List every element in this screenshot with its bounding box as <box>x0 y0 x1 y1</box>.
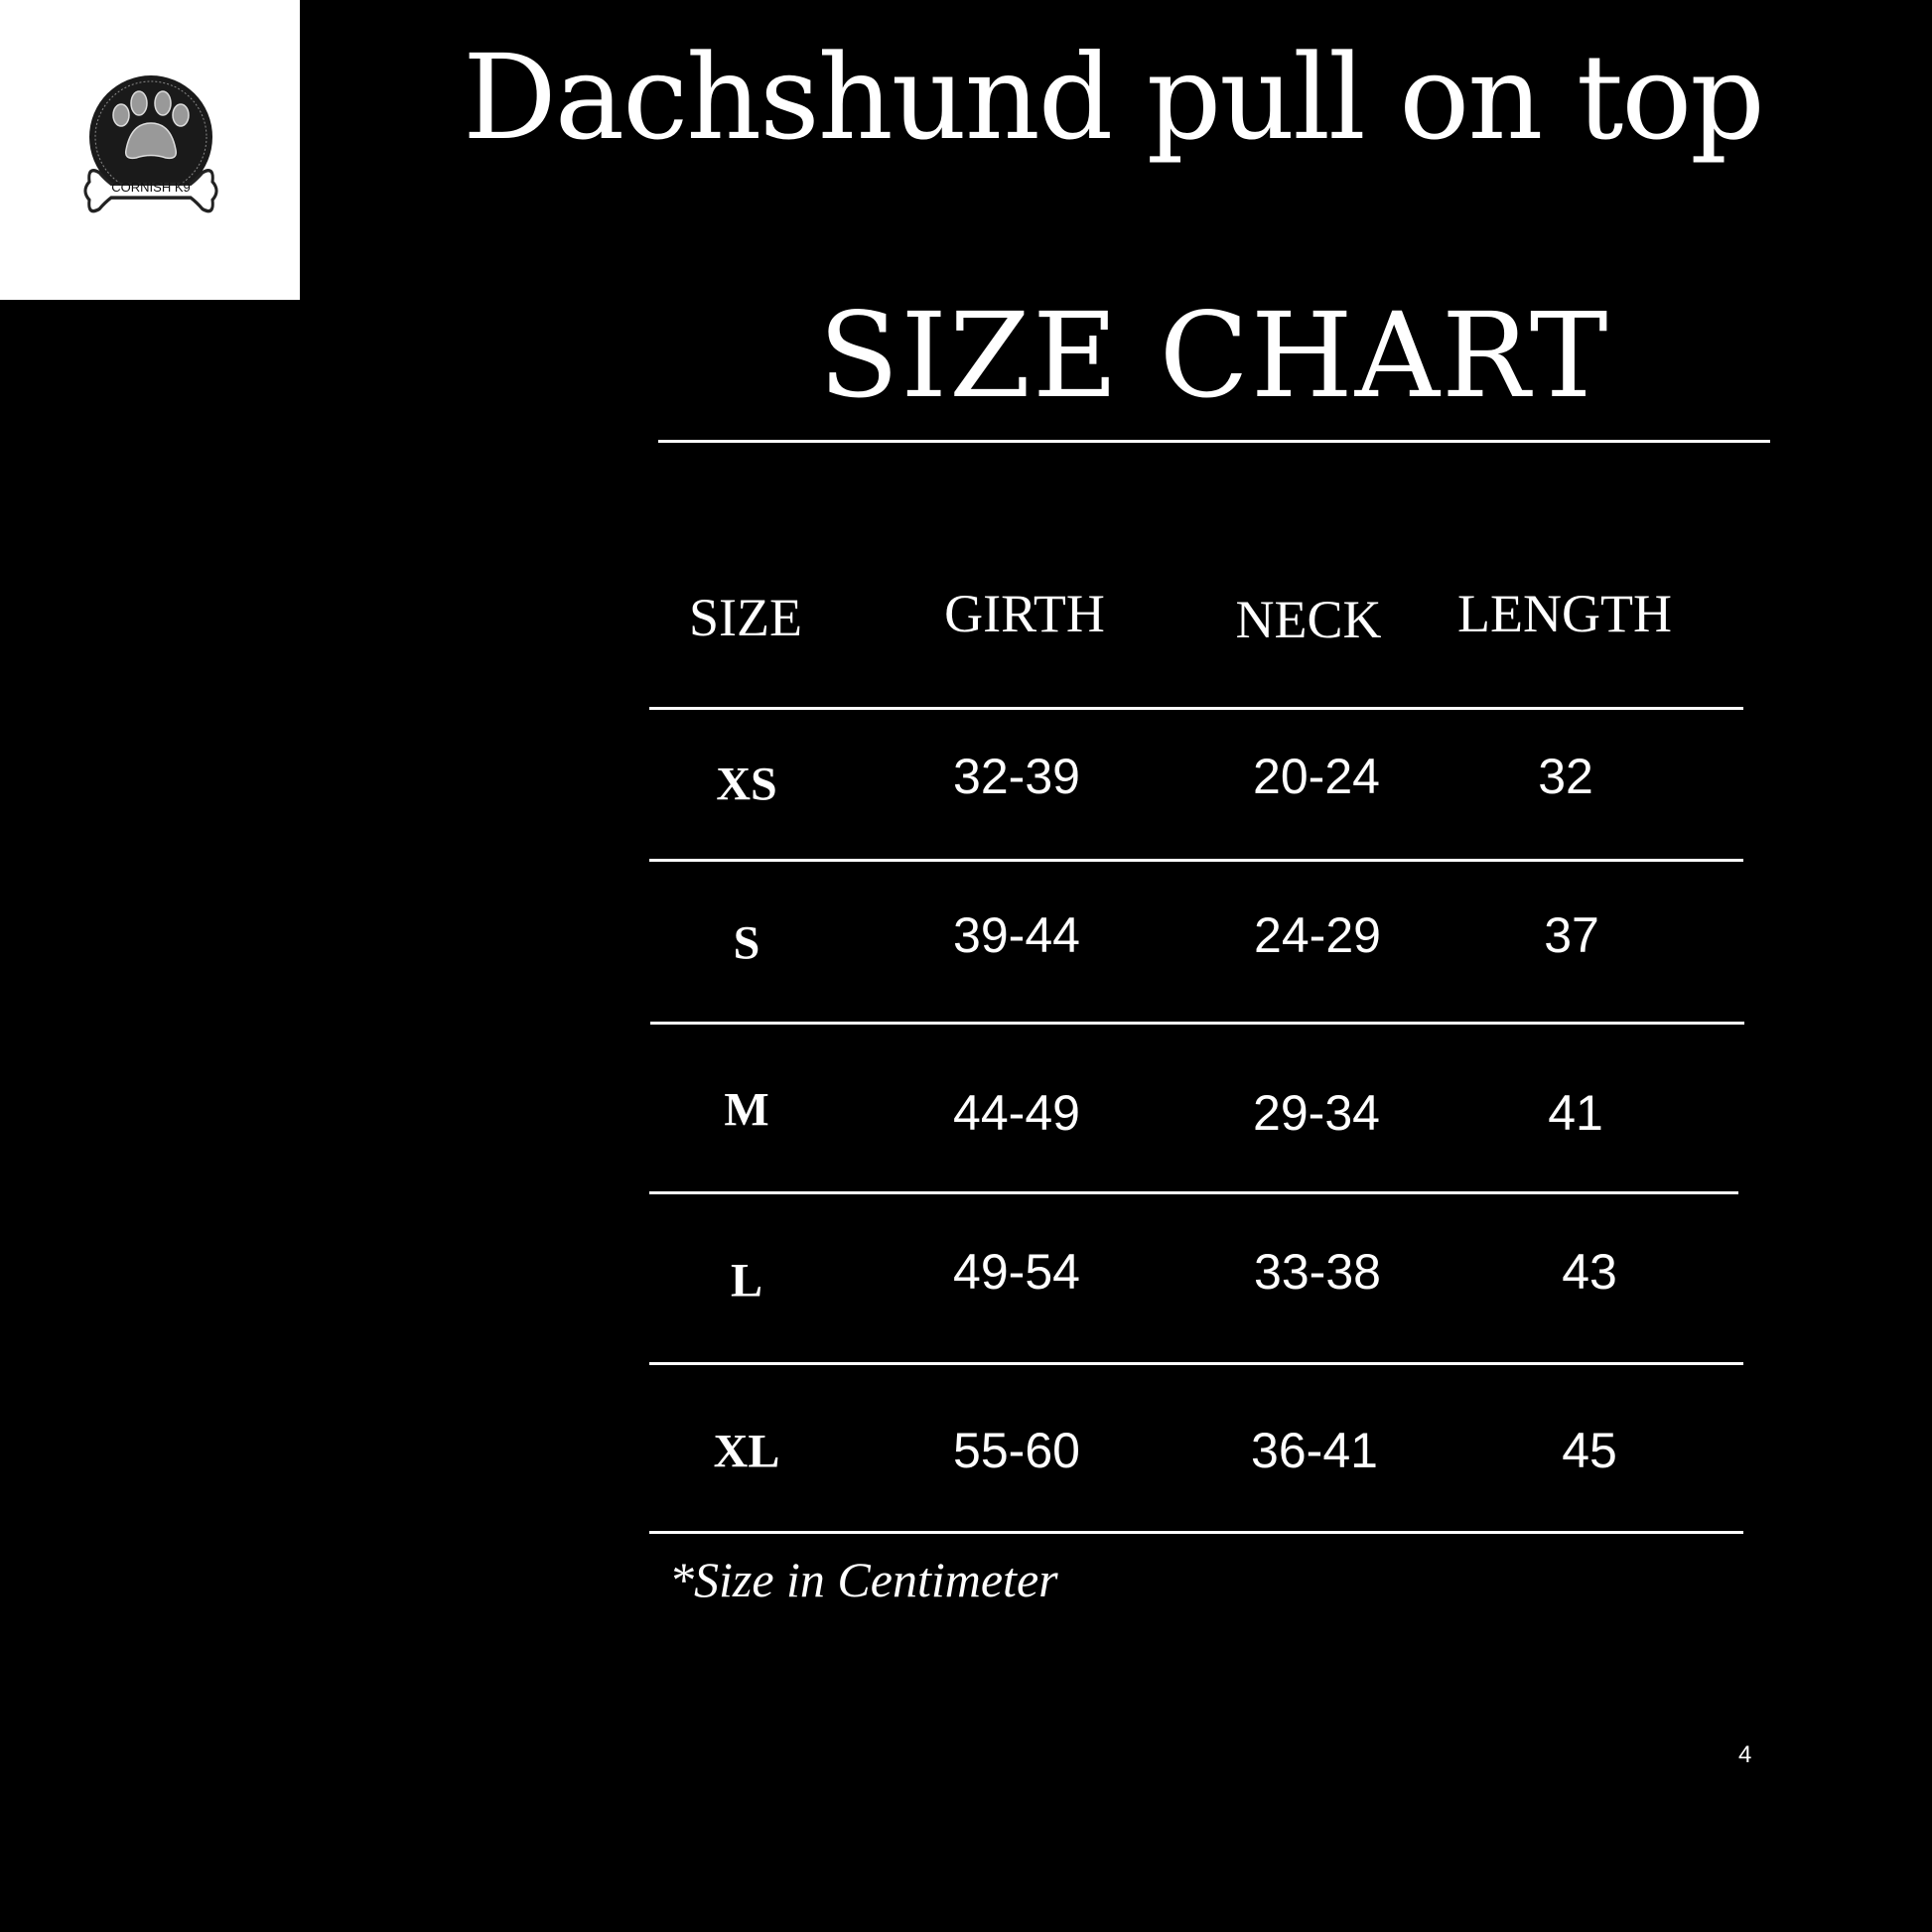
row-divider <box>649 1191 1738 1194</box>
page-title: Dachshund pull on top <box>463 29 1765 166</box>
cell-girth: 49-54 <box>953 1244 1080 1300</box>
size-chart-heading: SIZE CHART <box>818 287 1610 424</box>
cell-size: S <box>733 916 760 970</box>
cell-neck: 36-41 <box>1251 1423 1378 1478</box>
cell-length: 45 <box>1562 1423 1617 1478</box>
cell-girth: 39-44 <box>953 907 1080 963</box>
unit-note: *Size in Centimeter <box>669 1552 1058 1607</box>
cell-size: XS <box>716 758 777 811</box>
row-divider <box>649 859 1743 862</box>
header-length: LENGTH <box>1457 584 1672 643</box>
cell-length: 41 <box>1548 1085 1603 1141</box>
cell-neck: 29-34 <box>1253 1085 1380 1141</box>
row-divider <box>649 1362 1743 1365</box>
cell-length: 43 <box>1562 1244 1617 1300</box>
logo-text: CORNISH K9 <box>111 180 190 195</box>
cell-size: L <box>730 1254 763 1308</box>
cell-neck: 20-24 <box>1253 749 1380 804</box>
cell-neck: 24-29 <box>1254 907 1381 963</box>
page-number: 4 <box>1738 1741 1752 1768</box>
cell-neck: 33-38 <box>1254 1244 1381 1300</box>
heading-divider <box>658 440 1770 443</box>
cell-size: M <box>724 1083 769 1137</box>
cell-girth: 44-49 <box>953 1085 1080 1141</box>
cornish-k9-logo: CORNISH K9 <box>83 75 218 213</box>
header-size: SIZE <box>689 588 802 647</box>
cell-girth: 55-60 <box>953 1423 1080 1478</box>
row-divider <box>649 1531 1743 1534</box>
cell-length: 32 <box>1538 749 1593 804</box>
row-divider <box>649 707 1743 710</box>
row-divider <box>650 1022 1744 1025</box>
logo-panel: CORNISH K9 <box>0 0 300 300</box>
cell-length: 37 <box>1544 907 1599 963</box>
header-girth: GIRTH <box>944 584 1105 643</box>
header-neck: NECK <box>1235 590 1382 649</box>
cell-size: XL <box>713 1425 780 1478</box>
cell-girth: 32-39 <box>953 749 1080 804</box>
